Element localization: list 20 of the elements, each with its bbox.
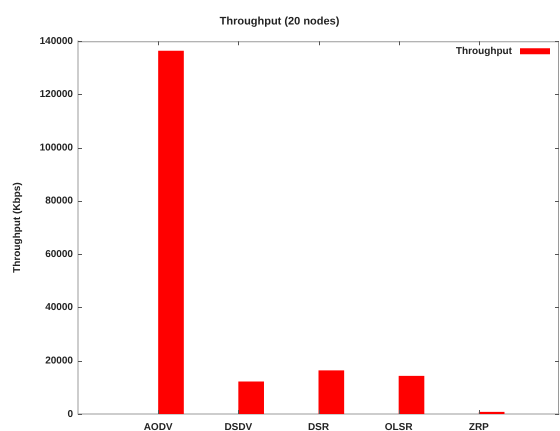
y-tick-label: 120000 [40, 89, 74, 100]
y-tick-label: 60000 [45, 248, 74, 260]
x-tick-label: AODV [144, 422, 173, 431]
x-tick-label: DSDV [224, 422, 253, 431]
y-tick-label: 20000 [45, 355, 74, 366]
y-axis-title: Throughput (Kbps) [12, 182, 23, 273]
x-tick-label: OLSR [384, 422, 414, 431]
bar [158, 50, 184, 414]
bar [398, 376, 424, 414]
x-tick-label: ZRP [468, 422, 490, 431]
y-tick-label: 0 [67, 408, 74, 420]
bar [318, 370, 344, 414]
y-tick-label: 140000 [40, 36, 74, 47]
legend-label: Throughput [456, 46, 513, 57]
y-tick-label: 80000 [45, 196, 74, 207]
chart-title: Throughput (20 nodes) [220, 16, 340, 28]
y-tick-label: 40000 [45, 302, 74, 314]
x-tick-label: DSR [308, 422, 330, 431]
bar [238, 382, 264, 414]
y-tick-label: 100000 [40, 142, 74, 154]
